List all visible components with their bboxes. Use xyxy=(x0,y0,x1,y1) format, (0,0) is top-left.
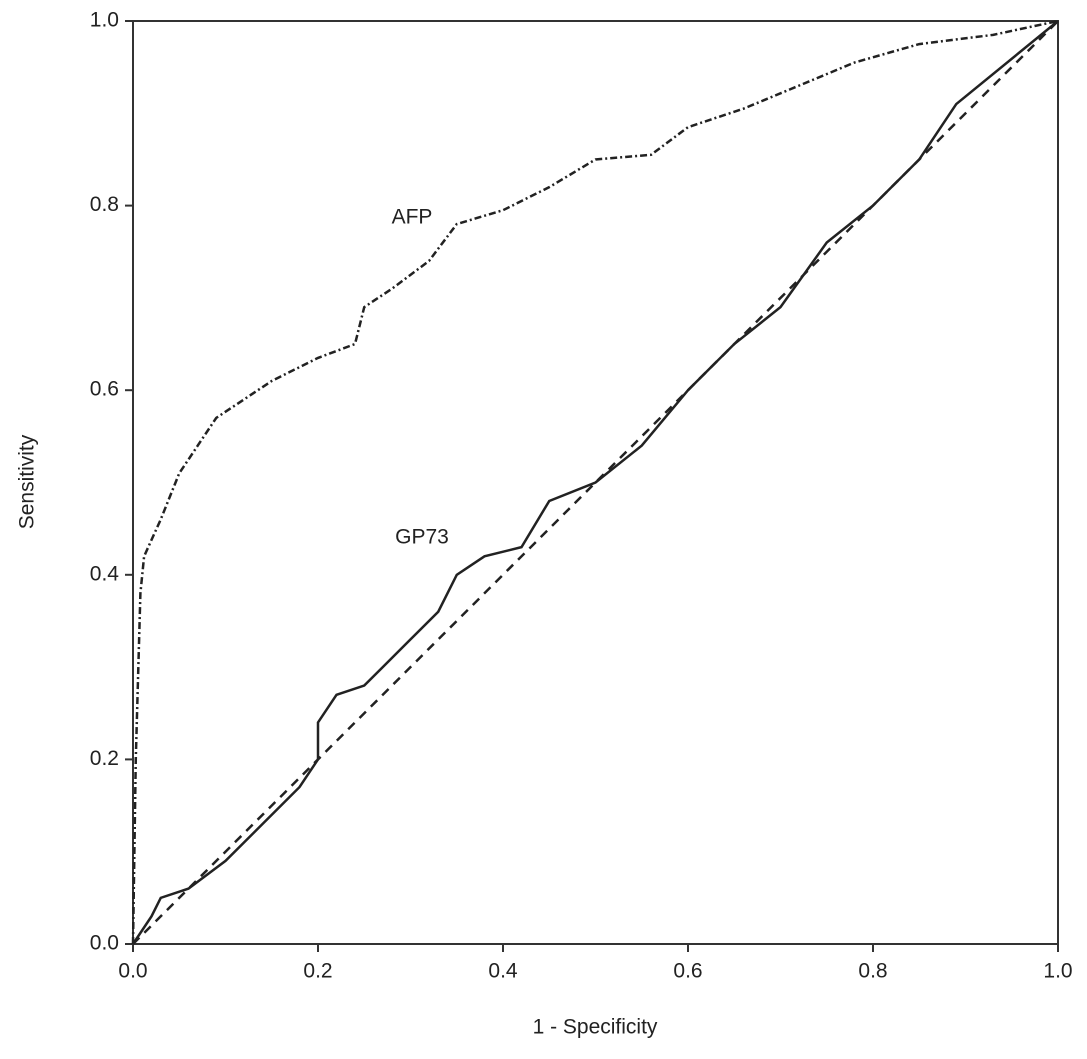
x-tick-label: 0.2 xyxy=(303,960,332,983)
curve-label: GP73 xyxy=(395,526,449,549)
y-tick-label: 1.0 xyxy=(90,9,119,32)
roc-line xyxy=(132,20,1059,945)
x-tick-label: 0.4 xyxy=(488,960,518,983)
y-tick-label: 0.4 xyxy=(90,562,120,585)
x-tick-label: 0.8 xyxy=(858,960,887,983)
roc-line xyxy=(131,19,1059,945)
y-tick-label: 0.6 xyxy=(90,378,119,401)
plot-frame xyxy=(132,20,1059,945)
y-tick-label: 0.0 xyxy=(90,932,119,955)
y-axis-label: Sensitivity xyxy=(16,434,39,529)
y-tick-label: 0.8 xyxy=(90,193,119,216)
x-axis-label: 1 - Specificity xyxy=(533,1016,658,1039)
x-tick-label: 1.0 xyxy=(1043,960,1072,983)
x-tick-label: 0.6 xyxy=(673,960,702,983)
x-tick-label: 0.0 xyxy=(118,960,147,983)
curve-label: AFP xyxy=(392,206,433,229)
y-tick-label: 0.2 xyxy=(90,747,119,770)
